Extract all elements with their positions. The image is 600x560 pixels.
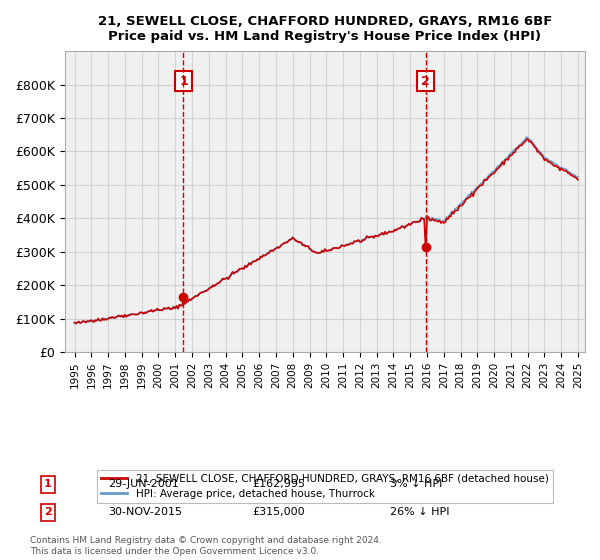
Legend: 21, SEWELL CLOSE, CHAFFORD HUNDRED, GRAYS, RM16 6BF (detached house), HPI: Avera: 21, SEWELL CLOSE, CHAFFORD HUNDRED, GRAY… [97, 470, 553, 503]
Text: 3% ↓ HPI: 3% ↓ HPI [390, 479, 442, 489]
Text: £162,995: £162,995 [252, 479, 305, 489]
Text: £315,000: £315,000 [252, 507, 305, 517]
Text: 30-NOV-2015: 30-NOV-2015 [108, 507, 182, 517]
Text: 26% ↓ HPI: 26% ↓ HPI [390, 507, 449, 517]
Text: 1: 1 [44, 479, 52, 489]
Title: 21, SEWELL CLOSE, CHAFFORD HUNDRED, GRAYS, RM16 6BF
Price paid vs. HM Land Regis: 21, SEWELL CLOSE, CHAFFORD HUNDRED, GRAY… [98, 15, 552, 43]
Text: 2: 2 [44, 507, 52, 517]
Text: 29-JUN-2001: 29-JUN-2001 [108, 479, 179, 489]
Text: 2: 2 [421, 74, 430, 88]
Text: Contains HM Land Registry data © Crown copyright and database right 2024.
This d: Contains HM Land Registry data © Crown c… [30, 536, 382, 556]
Text: 1: 1 [179, 74, 188, 88]
